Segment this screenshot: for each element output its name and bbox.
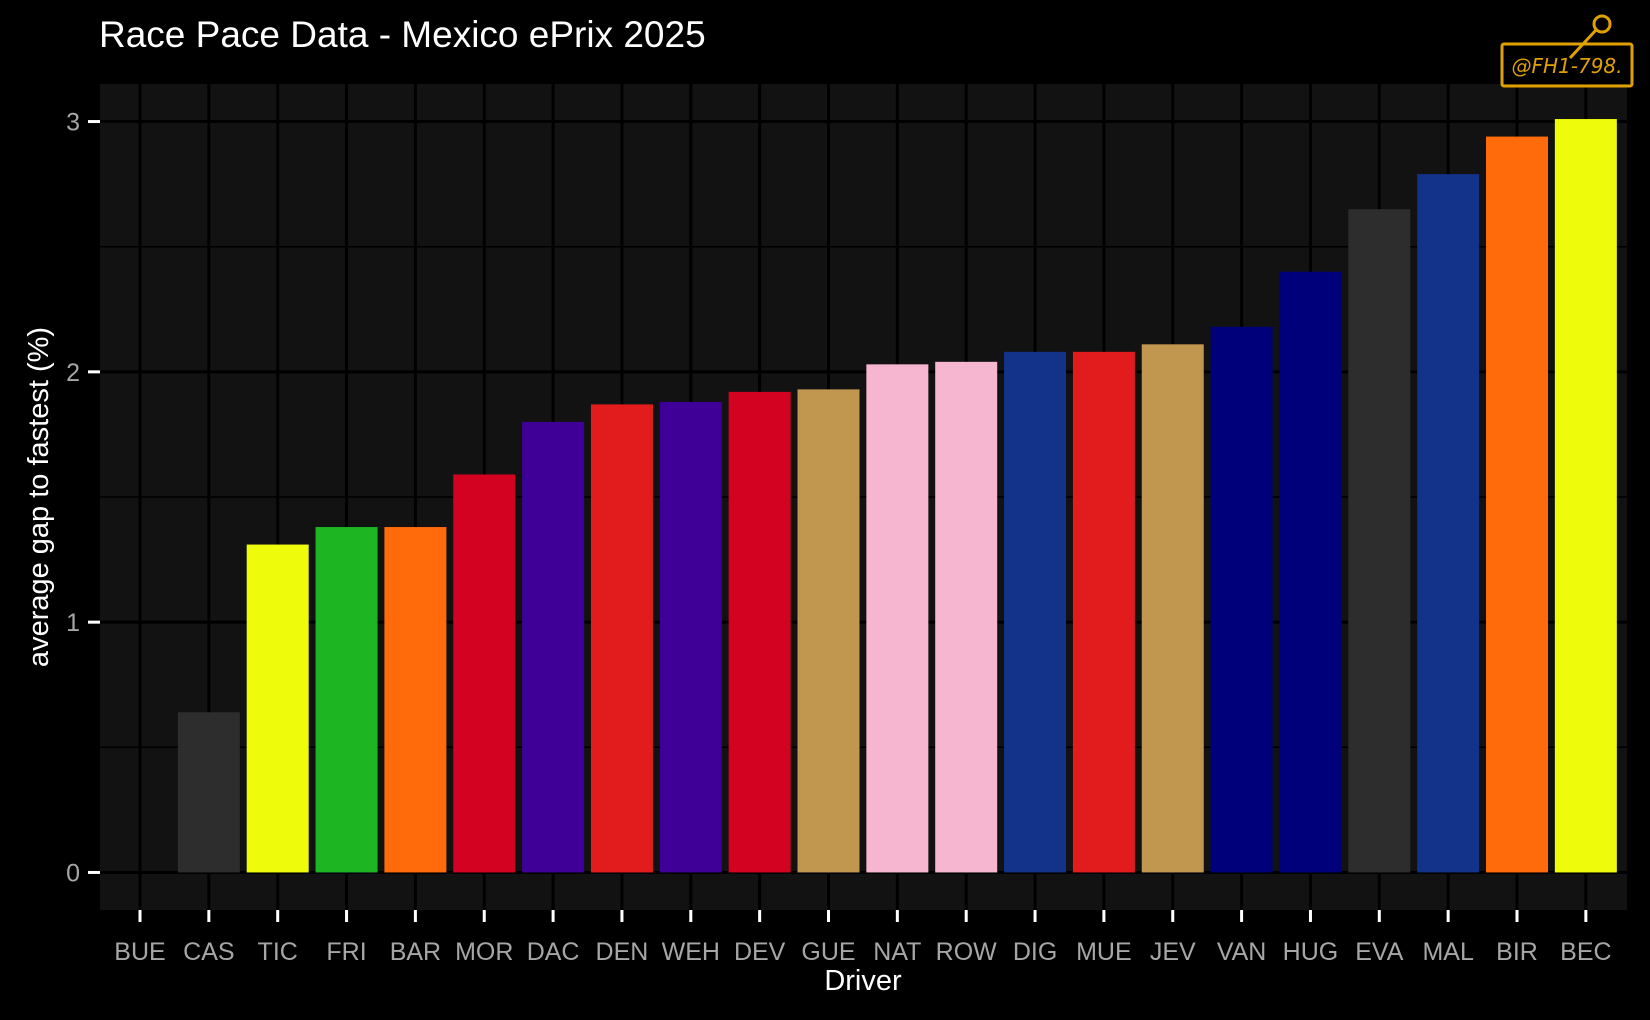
x-tick-label: DIG	[1013, 938, 1057, 966]
bar-nat	[866, 364, 929, 873]
y-tick-label: 2	[66, 359, 80, 387]
bar-den	[590, 404, 653, 873]
chart-title: Race Pace Data - Mexico ePrix 2025	[99, 14, 706, 55]
x-tick-label: BUE	[114, 938, 165, 966]
bar-row	[935, 361, 998, 873]
y-axis-label: average gap to fastest (%)	[23, 327, 55, 667]
bar-dev	[728, 391, 791, 873]
bar-weh	[659, 401, 722, 873]
bar-eva	[1348, 209, 1411, 873]
y-axis: 0 1 2 3	[66, 109, 100, 887]
x-tick-label: VAN	[1217, 938, 1267, 966]
x-tick-label: WEH	[662, 938, 720, 966]
x-tick-label: BEC	[1560, 938, 1611, 966]
x-tick-label: BAR	[390, 938, 441, 966]
bar-bar	[384, 527, 447, 873]
bar-mal	[1417, 174, 1480, 873]
x-tick-label: HUG	[1283, 938, 1339, 966]
y-tick-label: 1	[66, 609, 80, 637]
x-tick-label: FRI	[326, 938, 366, 966]
bar-fri	[315, 527, 378, 873]
bars	[177, 119, 1617, 873]
bar-dig	[1004, 351, 1067, 873]
x-tick-label: MUE	[1076, 938, 1132, 966]
bar-van	[1210, 326, 1273, 873]
x-tick-label: MAL	[1422, 938, 1474, 966]
y-tick-label: 0	[66, 859, 80, 887]
x-axis-label: Driver	[824, 965, 902, 997]
bar-tic	[246, 544, 309, 873]
x-tick-label: GUE	[801, 938, 855, 966]
x-tick-label: DEN	[596, 938, 649, 966]
watermark-text: @FH1-798.	[1511, 54, 1622, 78]
x-tick-label: MOR	[455, 938, 513, 966]
bar-cas	[177, 712, 240, 873]
bar-mor	[453, 474, 516, 873]
bar-bec	[1554, 119, 1617, 873]
x-tick-label: DAC	[527, 938, 580, 966]
x-tick-label: TIC	[258, 938, 298, 966]
x-tick-label: NAT	[873, 938, 921, 966]
y-tick-label: 3	[66, 109, 80, 137]
bar-hug	[1279, 271, 1342, 873]
x-tick-label: EVA	[1355, 938, 1403, 966]
x-axis: BUE CAS TIC FRI BAR MOR DAC DEN WEH DEV GUE NAT ROW D…	[114, 910, 1612, 966]
x-tick-label: DEV	[734, 938, 786, 966]
bar-jev	[1141, 344, 1204, 873]
bar-dac	[522, 421, 585, 873]
x-tick-label: BIR	[1496, 938, 1538, 966]
x-tick-label: JEV	[1150, 938, 1196, 966]
bar-gue	[797, 389, 860, 873]
bar-bir	[1486, 136, 1548, 873]
bar-mue	[1072, 351, 1135, 873]
watermark-logo: @FH1-798.	[1500, 14, 1634, 88]
x-tick-label: ROW	[936, 938, 998, 966]
x-tick-label: CAS	[183, 938, 234, 966]
